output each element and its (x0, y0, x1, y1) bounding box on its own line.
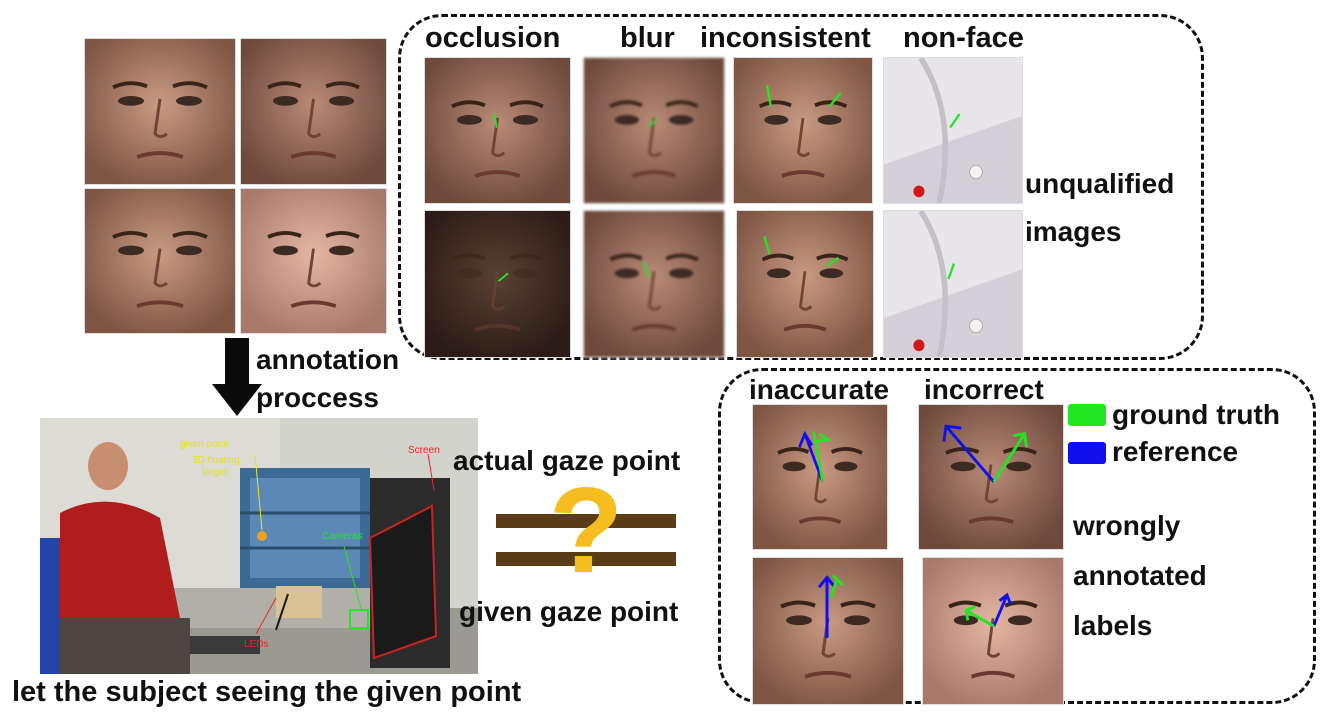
label-non-face: non-face (903, 22, 1024, 54)
non-face-image (883, 210, 1023, 358)
incorrect-face (922, 557, 1064, 705)
incorrect-face (918, 404, 1064, 550)
face-image (240, 188, 387, 334)
face-image (84, 188, 236, 334)
occlusion-face (424, 57, 571, 204)
down-arrow-icon (212, 338, 262, 416)
given-gaze-label: given gaze point (459, 596, 679, 627)
annotation-label-line2: proccess (256, 382, 379, 413)
svg-text:?: ? (549, 484, 624, 594)
inaccurate-face (752, 404, 888, 550)
legend-swatch-reference (1068, 442, 1106, 464)
scene-label-given-point: given point (180, 439, 229, 450)
not-equal-question-icon: ? (496, 484, 676, 594)
annotation-label-line1: annotation (256, 344, 400, 375)
label-inaccurate: inaccurate (749, 374, 890, 405)
face-image (84, 38, 236, 185)
blur-face (583, 57, 725, 204)
wrong-label-line1: wrongly (1073, 510, 1181, 541)
inconsistent-face (736, 210, 874, 358)
legend-label-ground-truth: ground truth (1112, 399, 1280, 430)
face-image (240, 38, 387, 185)
scene-label-cameras: Cameras (322, 531, 363, 542)
legend-label-reference: reference (1112, 436, 1239, 467)
occlusion-face (424, 210, 571, 358)
unqualified-label-line1: unqualified (1025, 168, 1175, 199)
unqualified-box (398, 14, 1204, 360)
non-face-image (883, 57, 1023, 204)
wrong-label-line3: labels (1073, 610, 1153, 641)
scene-label-floating-target-2: target (202, 467, 228, 478)
legend-swatch-ground-truth (1068, 404, 1106, 426)
actual-gaze-label: actual gaze point (453, 445, 681, 476)
scene-caption: let the subject seeing the given point (12, 676, 522, 708)
scene-label-screen: Screen (408, 445, 440, 456)
label-incorrect: incorrect (924, 374, 1044, 405)
inconsistent-face (733, 57, 873, 204)
scene-label-leds: LEDs (244, 639, 269, 650)
scene-label-floating-target-1: 3D floating (192, 455, 240, 466)
inaccurate-face (752, 557, 904, 705)
blur-face (583, 210, 725, 358)
label-occlusion: occlusion (425, 22, 561, 54)
unqualified-label-line2: images (1025, 216, 1122, 247)
label-inconsistent: inconsistent (700, 22, 871, 54)
lab-scene-photo: given point 3D floating target Cameras S… (40, 418, 478, 674)
wrong-label-line2: annotated (1073, 560, 1207, 591)
label-blur: blur (620, 22, 675, 54)
